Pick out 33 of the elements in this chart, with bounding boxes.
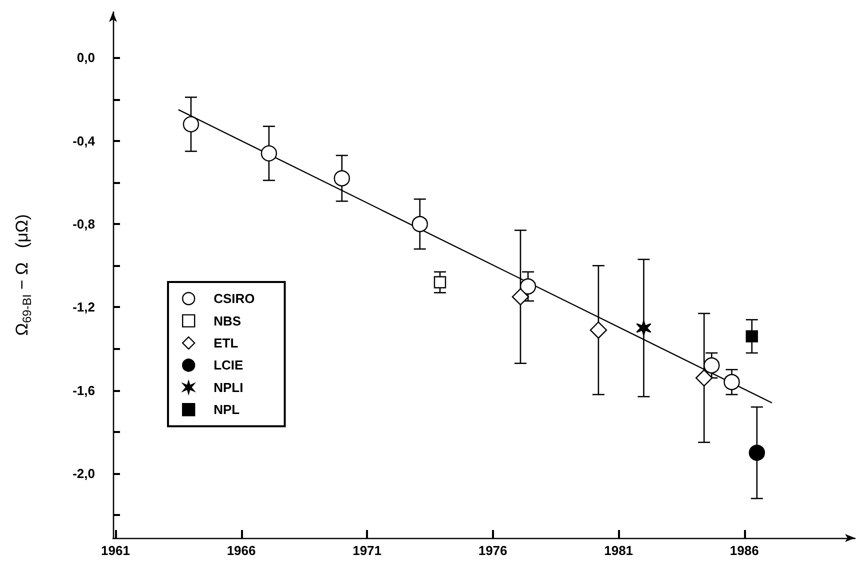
x-tick-label: 1976 bbox=[478, 543, 508, 558]
point bbox=[636, 320, 652, 336]
legend-label: NPLI bbox=[214, 380, 244, 395]
legend-label: NPL bbox=[214, 402, 240, 418]
y-axis-title: Ω69-BI − Ω (μΩ) bbox=[12, 214, 34, 336]
y-tick-label: -0,8 bbox=[72, 216, 95, 232]
legend-label: ETL bbox=[214, 336, 238, 350]
point bbox=[260, 145, 278, 162]
point bbox=[334, 170, 350, 186]
point bbox=[746, 330, 758, 342]
point bbox=[412, 216, 428, 232]
x-tick-label: 1961 bbox=[101, 543, 130, 558]
y-tick-label: 0,0 bbox=[76, 50, 95, 66]
y-tick-label: -1,6 bbox=[72, 382, 95, 398]
point bbox=[748, 444, 766, 461]
point bbox=[724, 374, 740, 390]
legend-label: NBS bbox=[214, 313, 242, 328]
point bbox=[512, 288, 530, 306]
point bbox=[434, 276, 446, 288]
y-tick-label: -2,0 bbox=[72, 466, 95, 482]
point bbox=[590, 321, 608, 339]
x-tick-label: 1981 bbox=[604, 543, 634, 558]
x-tick-label: 1966 bbox=[226, 543, 256, 558]
y-tick-label: -0,4 bbox=[72, 133, 96, 148]
legend-label: CSIRO bbox=[214, 291, 255, 306]
x-tick-label: 1986 bbox=[730, 543, 759, 558]
legend-label: LCIE bbox=[214, 358, 244, 373]
point bbox=[520, 278, 536, 295]
point bbox=[704, 357, 720, 374]
y-tick-label: -1,2 bbox=[72, 300, 95, 315]
x-tick-label: 1971 bbox=[352, 543, 382, 558]
point bbox=[182, 116, 200, 132]
point bbox=[695, 369, 713, 387]
